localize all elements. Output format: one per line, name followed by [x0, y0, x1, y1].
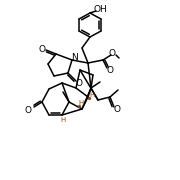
Text: N: N	[72, 53, 78, 62]
Text: O: O	[107, 66, 114, 75]
Text: OH: OH	[93, 4, 107, 14]
Text: H: H	[60, 117, 66, 123]
Text: O: O	[75, 78, 82, 87]
Text: O: O	[39, 44, 46, 53]
Text: O: O	[24, 105, 31, 114]
Text: H: H	[78, 100, 84, 106]
Text: H: H	[89, 92, 95, 98]
Text: O: O	[109, 48, 116, 57]
Text: O: O	[114, 105, 120, 114]
